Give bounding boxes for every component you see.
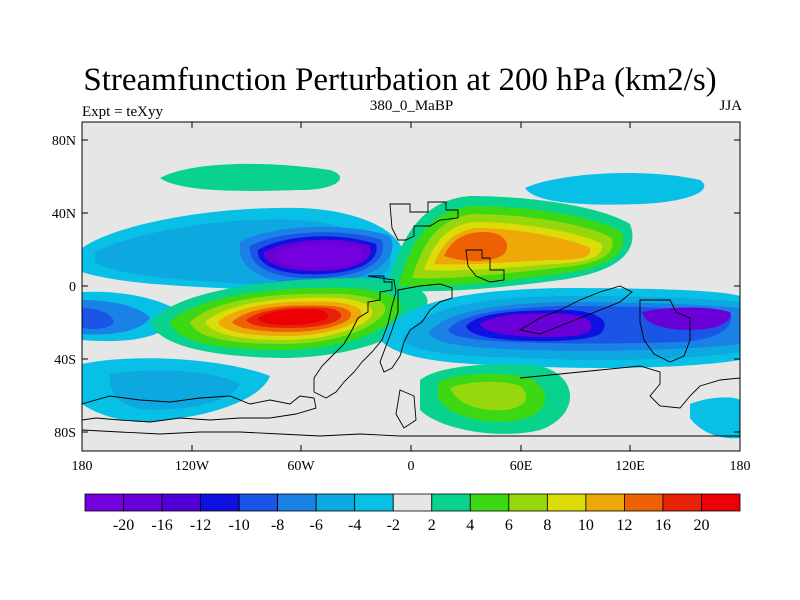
run-label: 380_0_MaBP — [369, 98, 454, 114]
lon-label: 180 — [730, 459, 751, 474]
contour-positive — [444, 232, 508, 262]
contour-negative — [274, 245, 363, 268]
colorbar-swatch — [585, 493, 625, 512]
coastline-maritime — [518, 285, 633, 335]
experiment-label: Expt = teXyy — [82, 104, 163, 120]
contour-field — [82, 163, 740, 439]
colorbar-swatch — [662, 493, 702, 512]
colorbar-swatch — [624, 493, 664, 512]
colorbar-label: -8 — [271, 517, 284, 534]
season-label: JJA — [719, 98, 742, 114]
coastline-south-america — [313, 275, 397, 399]
colorbar-swatch — [392, 493, 433, 512]
colorbar-label: -2 — [387, 517, 400, 534]
coastline-southern-west — [395, 389, 417, 429]
colorbar-swatch — [315, 493, 356, 512]
coastline-asia — [465, 249, 505, 283]
contour-negative — [642, 307, 731, 330]
colorbar-swatch — [354, 493, 394, 512]
colorbar-swatch — [200, 493, 240, 512]
colorbar-swatch — [238, 493, 279, 512]
contour-negative — [525, 173, 705, 205]
plot-title: Streamfunction Perturbation at 200 hPa (… — [83, 62, 717, 98]
colorbar-swatch — [469, 493, 510, 512]
contour-positive — [258, 309, 329, 325]
colorbar-label: 20 — [693, 517, 709, 534]
colorbar-swatch — [277, 493, 317, 512]
colorbar-swatch — [84, 493, 124, 512]
lon-label: 180 — [72, 459, 93, 474]
colorbar-swatch — [701, 493, 741, 512]
lat-label: 0 — [69, 280, 76, 295]
contour-negative — [480, 313, 592, 338]
coastlines — [82, 201, 740, 437]
contour-negative — [690, 397, 740, 439]
colorbar-swatch — [161, 493, 201, 512]
contour-positive — [450, 381, 527, 411]
coastline-southern — [82, 395, 317, 423]
lat-label: 40S — [54, 353, 76, 368]
coastline-australia — [639, 299, 691, 363]
colorbar-label: 10 — [578, 517, 594, 534]
colorbar-label: 6 — [505, 517, 513, 534]
colorbar-label: -10 — [228, 517, 249, 534]
lat-label: 40N — [52, 207, 76, 222]
coastline-southern-east — [519, 365, 740, 409]
lat-label: 80S — [54, 426, 76, 441]
coastline-africa — [379, 283, 453, 373]
coastline-antarctic — [82, 429, 740, 437]
lon-ticks — [81, 122, 741, 451]
contour-negative — [82, 308, 114, 330]
lon-label: 0 — [408, 459, 415, 474]
colorbar-label: -16 — [151, 517, 172, 534]
colorbar-swatch — [431, 493, 471, 512]
lon-label: 60E — [510, 459, 533, 474]
lat-ticks — [82, 139, 740, 433]
colorbar-label: 2 — [428, 517, 436, 534]
coastline-north-america — [389, 201, 459, 241]
colorbar-label: 8 — [543, 517, 551, 534]
map-plot: 80N 40N 0 40S 80S 180 120W 60W 0 60E 120… — [52, 121, 751, 474]
lat-label: 80N — [52, 134, 76, 149]
colorbar-swatch — [508, 493, 548, 512]
lon-label: 120W — [175, 459, 210, 474]
colorbar-label: 16 — [655, 517, 671, 534]
colorbar-label: 12 — [616, 517, 632, 534]
lon-label: 60W — [287, 459, 315, 474]
colorbar-swatch — [546, 493, 587, 512]
colorbar-label: -12 — [190, 517, 211, 534]
colorbar-label: 4 — [466, 517, 474, 534]
colorbar-label: -6 — [310, 517, 323, 534]
colorbar-label: -4 — [348, 517, 361, 534]
colorbar-label: -20 — [113, 517, 134, 534]
contour-positive — [160, 163, 340, 191]
lon-label: 120E — [615, 459, 645, 474]
colorbar-swatch — [123, 493, 163, 512]
colorbar: -20 -16 -12 -10 -8 -6 -4 -2 2 4 6 8 10 12 16 20 — [84, 493, 741, 534]
